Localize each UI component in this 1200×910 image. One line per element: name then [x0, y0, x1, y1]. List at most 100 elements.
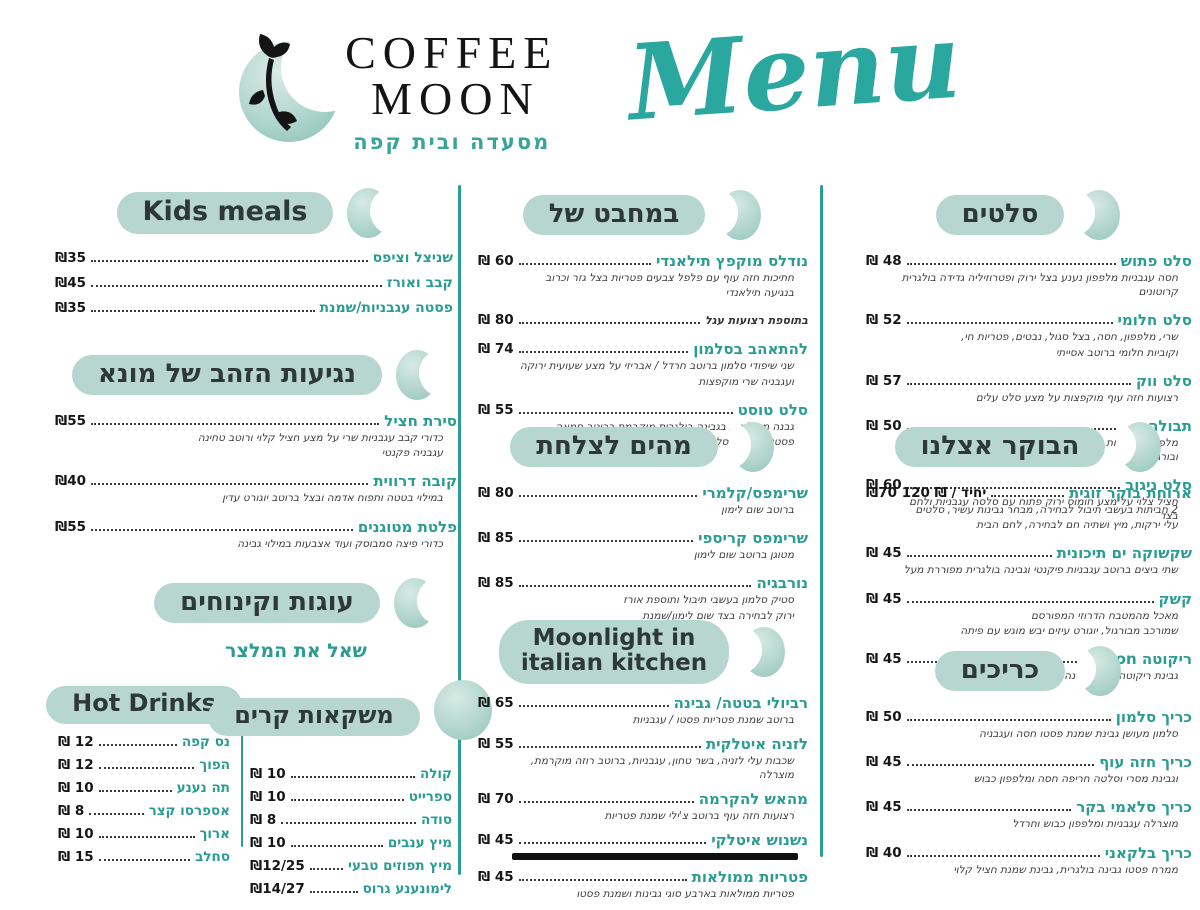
menu-item: מיץ תפוזים טבעי ₪12/25	[250, 858, 452, 874]
section-title-pill: הבוקר אצלנו	[894, 426, 1106, 468]
section-title-text: כריכים	[960, 654, 1040, 685]
menu-item-desc: ברוטב שמנת פטריות פסטו / עגבניות	[632, 713, 794, 726]
menu-item-price: ₪ 45	[866, 799, 902, 816]
menu-item: סלט חלומי ₪ 52 שרי, מלפפון, חסה, בצל סגול,…	[866, 311, 1192, 359]
section-cakes-desserts: עוגות וקינוחים שאל את המלצר	[140, 576, 452, 662]
menu-item-name: לימונענע גרוס	[362, 881, 452, 897]
menu-item: אספרסו קצר ₪ 8	[58, 803, 230, 819]
menu-item-name: שניצל וציפס	[372, 250, 453, 266]
menu-item-price: ₪ 12	[58, 733, 94, 750]
menu-item-desc: ברוטב שום לימון	[721, 504, 794, 516]
menu-item-desc: רצועות חזה עוף מוקפצות על מצע סלט עלים	[975, 391, 1178, 404]
drinks-divider	[241, 733, 243, 847]
menu-item-name: פסטה עגבניות/שמנת	[319, 300, 453, 316]
menu-item-name: סלט חלומי	[1117, 311, 1192, 330]
menu-item-row: מיץ ענבים ₪ 10	[250, 835, 452, 851]
moon-icon	[717, 188, 763, 242]
menu-item-row: כריך חזה עוף ₪ 45	[866, 753, 1192, 771]
menu-item-price: ₪ 10	[250, 835, 286, 851]
dotted-leader	[98, 766, 195, 769]
menu-item-price: ₪ 50	[866, 417, 902, 434]
menu-item-row: סחלב ₪ 15	[58, 849, 230, 865]
menu-item-desc: שרי, מלפפון, חסה, בצל סגול, נבטים, פטריו…	[961, 331, 1178, 344]
menu-item-price: ₪70 יחיד / ₪ 120	[866, 485, 987, 501]
dotted-leader	[89, 812, 144, 815]
menu-item-row: מהאש להקרמה ₪ 70	[478, 790, 808, 808]
menu-item: ארוך ₪ 10	[58, 826, 230, 842]
dotted-leader	[91, 310, 315, 312]
menu-item: נס קפה ₪ 12	[58, 734, 230, 750]
dotted-leader	[518, 495, 698, 497]
menu-item-desc: במילוי בטטה ותפוח אדמה ובצל ברוטב יוגורט…	[222, 492, 443, 505]
brand-name-line2: MOON	[371, 73, 540, 124]
menu-item-row: קובה דרווית ₪40	[55, 472, 457, 490]
dotted-leader	[906, 600, 1154, 603]
moon-icon	[1077, 644, 1123, 698]
moon-icon	[394, 348, 441, 402]
section-title-text: משקאות קרים	[234, 701, 394, 730]
dotted-leader	[290, 799, 404, 801]
dotted-leader	[518, 704, 669, 707]
moon-icon	[1076, 188, 1122, 242]
dotted-leader	[906, 854, 1100, 857]
section-header: הבוקר אצלנו	[866, 420, 1192, 474]
menu-item-row: סירת חציל ₪55	[55, 412, 457, 430]
menu-item-name: שרימפס קריספי	[698, 529, 808, 548]
section-breakfast: הבוקר אצלנו ארוחת בוקר זוגית ₪70 יחיד / ₪ …	[866, 420, 1192, 695]
menu-item-desc: 2 חביתות בעשבי תיבול לבחירה, מבחר גבינות…	[915, 504, 1178, 516]
menu-item-price: ₪ 52	[866, 312, 902, 329]
dotted-leader	[91, 528, 353, 531]
menu-items: קולה ₪ 10 ספרייט ₪ 10 סודה ₪ 8 מיץ ענבים ₪ 10 מי…	[250, 766, 452, 897]
section-title-text: italian kitchen	[520, 649, 708, 676]
menu-item-name: כריך סלמון	[1115, 708, 1192, 726]
menu-item: סלט פתוש ₪ 48 חסה עגבניות מלפפון נענע בצל …	[866, 252, 1192, 299]
section-cold-drinks: משקאות קרים קולה ₪ 10 ספרייט ₪ 10 סודה ₪ 8 מיץ …	[208, 678, 492, 904]
menu-item-name: רביולי בטטה/ גבינה	[673, 693, 808, 712]
dotted-leader	[309, 891, 358, 893]
menu-item-row: כריך בלקאני ₪ 40	[866, 844, 1192, 862]
section-in-the-pan: במחבט של נודלס מוקפץ תילאנדי ₪ 60 חתיכות חז…	[478, 188, 808, 461]
menu-item-price: ₪ 55	[478, 401, 514, 418]
menu-item: קבב ואורז ₪45	[55, 275, 453, 291]
menu-item: סלט ווק ₪ 57 רצועות חזה עוף מוקפצות על מצע…	[866, 372, 1192, 405]
menu-item-price: ₪ 8	[250, 812, 277, 828]
section-kids-meals: Kids meals שניצל וציפס ₪35 קבב ואורז ₪45 פסטה…	[55, 186, 453, 325]
menu-item-price: ₪ 48	[866, 253, 902, 269]
menu-item: נודלס מוקפץ תילאנדי ₪ 60 חתיכות חזה עוף עם…	[478, 252, 808, 300]
menu-item-desc: שכבות עלי לזניה, בשר טחון, עגבניות, ברוט…	[530, 754, 794, 781]
dotted-leader	[906, 764, 1095, 767]
dotted-leader	[518, 322, 701, 325]
menu-item-desc: ועגבניה שרי מוקפצות	[698, 375, 794, 388]
menu-item-row: פטריות ממולאות ₪ 45	[478, 868, 808, 886]
menu-item: רביולי בטטה/ גבינה ₪ 65 ברוטב שמנת פטריות …	[478, 694, 808, 727]
dotted-leader	[906, 487, 1121, 490]
menu-items: שניצל וציפס ₪35 קבב ואורז ₪45 פסטה עגבניות/ש…	[55, 250, 453, 316]
menu-item-row: ספרייט ₪ 10	[250, 789, 452, 805]
menu-item-price: ₪ 70	[478, 791, 514, 808]
menu-item-name: סודה	[420, 812, 452, 828]
section-italian-kitchen: Moonlight in italian kitchen רביולי בטטה/ …	[478, 620, 808, 910]
menu-item: סחלב ₪ 15	[58, 849, 230, 865]
section-title-text: עוגות וקינוחים	[180, 586, 354, 617]
menu-item-name: הפוך	[199, 756, 230, 773]
menu-item-desc: מוצרלה עגבניות ומלפפון כבוש וחרדל	[1012, 818, 1178, 831]
menu-item-name: פלטת מטוגנים	[357, 517, 457, 536]
menu-item-name: ארוך	[199, 825, 230, 842]
section-title-text: סלטים	[961, 198, 1039, 229]
menu-item-row: הפוך ₪ 12	[58, 757, 230, 773]
menu-item: שקשוקה ים תיכונית ₪ 45 שתי ביצים ברוטב עגב…	[866, 544, 1192, 577]
dotted-leader	[518, 540, 694, 543]
section-title-pill: Moonlight in italian kitchen	[498, 620, 730, 684]
dotted-leader	[518, 842, 707, 845]
section-title-text: Moonlight in	[532, 625, 696, 651]
section-title-pill: כריכים	[934, 650, 1066, 692]
menu-item-row: שרימפס קריספי ₪ 85	[478, 529, 808, 547]
section-title-text: במחבט של	[548, 198, 680, 229]
menu-item: שרימפס קריספי ₪ 85 מטוגן ברוטב שום לימון	[478, 529, 808, 562]
menu-item-row: לימונענע גרוס ₪14/27	[250, 881, 452, 897]
menu-item-row: סלט חלומי ₪ 52	[866, 311, 1192, 329]
menu-item-price: ₪ 12	[58, 756, 94, 773]
menu-item-row: להתאהב בסלמון ₪ 74	[478, 340, 808, 358]
menu-item-price: ₪ 45	[478, 832, 514, 849]
column-divider	[458, 185, 461, 875]
